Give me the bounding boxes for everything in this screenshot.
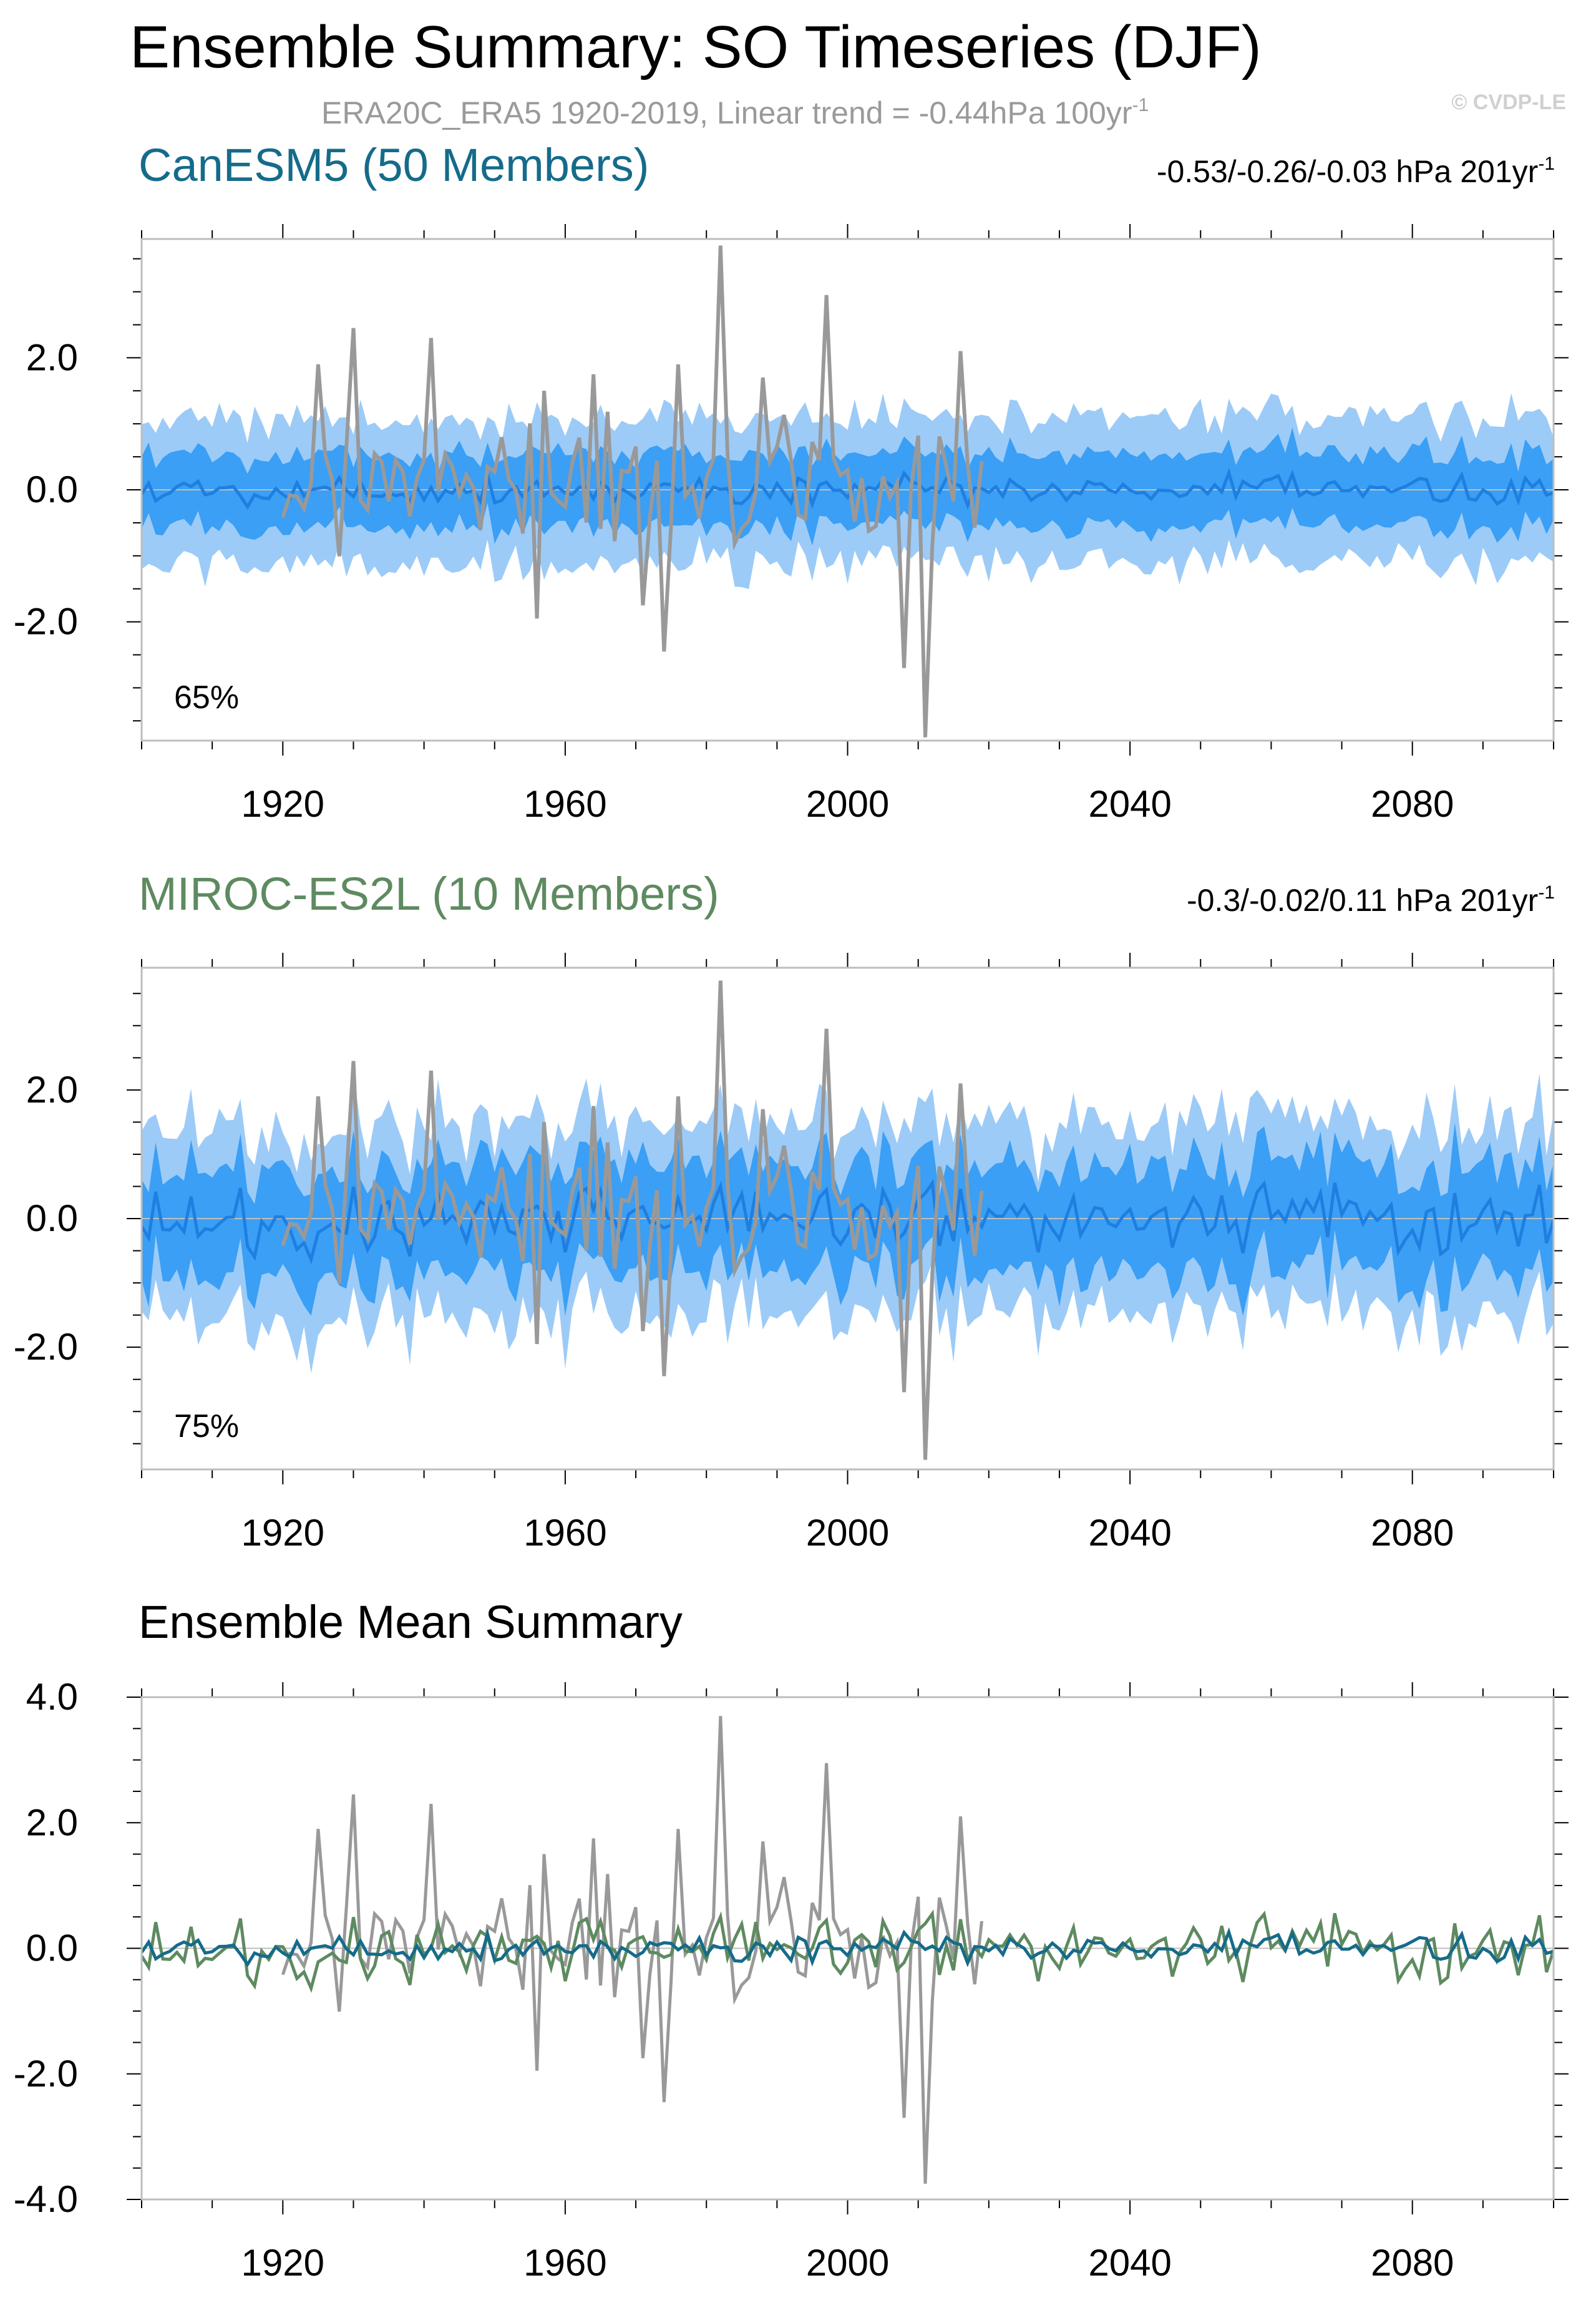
plot-frame bbox=[140, 967, 1555, 1471]
x-tick-label: 1960 bbox=[523, 783, 606, 825]
ensemble-mean-line bbox=[142, 467, 1554, 510]
x-tick-label: 2040 bbox=[1088, 783, 1171, 825]
y-tick-label: 2.0 bbox=[26, 1801, 78, 1843]
x-tick-label: 1920 bbox=[241, 783, 324, 825]
observations-line bbox=[281, 980, 984, 1460]
miroc-mean-line bbox=[142, 1909, 1554, 1994]
plot-area bbox=[142, 980, 1554, 1460]
observations-line bbox=[281, 1716, 983, 2184]
y-tick-label: -4.0 bbox=[14, 2178, 78, 2220]
inner-band bbox=[142, 427, 1554, 546]
percent-label: 65% bbox=[174, 679, 239, 716]
y-tick-label: 0.0 bbox=[26, 1927, 78, 1969]
y-tick-label: 4.0 bbox=[26, 1676, 78, 1718]
panel-title-ensemble-mean: Ensemble Mean Summary bbox=[139, 1596, 683, 1648]
x-tick-label: 2040 bbox=[1088, 2242, 1171, 2284]
plot-area bbox=[142, 1716, 1554, 2184]
y-tick-label: -2.0 bbox=[14, 2053, 78, 2095]
x-tick-label: 2000 bbox=[806, 1512, 889, 1554]
panel-title-canesm5: CanESM5 (50 Members) bbox=[139, 139, 649, 191]
canesm5-mean-line bbox=[142, 1927, 1554, 1967]
y-tick-label: -2.0 bbox=[14, 601, 78, 643]
percent-label: 75% bbox=[174, 1408, 239, 1444]
x-tick-label: 1920 bbox=[241, 1512, 324, 1554]
plot-frame bbox=[140, 238, 1555, 742]
panel-ensemble-mean-summary: Ensemble Mean Summary 1920 1960 2000 2040 20… bbox=[14, 1596, 1569, 2284]
y-tick-label: 2.0 bbox=[26, 336, 78, 378]
y-tick-label: -2.0 bbox=[14, 1326, 78, 1368]
panel-title-miroc-es2l: MIROC-ES2L (10 Members) bbox=[139, 868, 719, 920]
panel-miroc-es2l: MIROC-ES2L (10 Members) -0.3/-0.02/0.11 … bbox=[14, 868, 1569, 1554]
plot-area bbox=[142, 245, 1554, 738]
trend-label-canesm5: -0.53/-0.26/-0.03 hPa 201yr-1 bbox=[1157, 153, 1555, 189]
y-tick-label: 0.0 bbox=[26, 469, 78, 510]
y-tick-label: 0.0 bbox=[26, 1197, 78, 1239]
observations-line bbox=[281, 245, 984, 738]
plot-frame bbox=[140, 1696, 1555, 2201]
watermark: © CVDP-LE bbox=[1451, 90, 1566, 114]
x-tick-label: 2000 bbox=[806, 2242, 889, 2284]
ensemble-mean-line bbox=[142, 1179, 1554, 1265]
panel-canesm5: CanESM5 (50 Members) -0.53/-0.26/-0.03 h… bbox=[14, 139, 1569, 825]
trend-label-miroc-es2l: -0.3/-0.02/0.11 hPa 201yr-1 bbox=[1187, 882, 1555, 918]
x-tick-label: 1960 bbox=[523, 2242, 606, 2284]
x-tick-label: 1920 bbox=[241, 2242, 324, 2284]
figure-title: Ensemble Summary: SO Timeseries (DJF) bbox=[130, 14, 1262, 80]
x-tick-label: 2000 bbox=[806, 783, 889, 825]
x-tick-label: 1960 bbox=[523, 1512, 606, 1554]
x-tick-label: 2080 bbox=[1371, 2242, 1454, 2284]
y-tick-label: 2.0 bbox=[26, 1069, 78, 1111]
x-tick-label: 2080 bbox=[1371, 1512, 1454, 1554]
figure-subtitle: ERA20C_ERA5 1920-2019, Linear trend = -0… bbox=[321, 95, 1149, 130]
x-tick-label: 2080 bbox=[1371, 783, 1454, 825]
x-tick-label: 2040 bbox=[1088, 1512, 1171, 1554]
